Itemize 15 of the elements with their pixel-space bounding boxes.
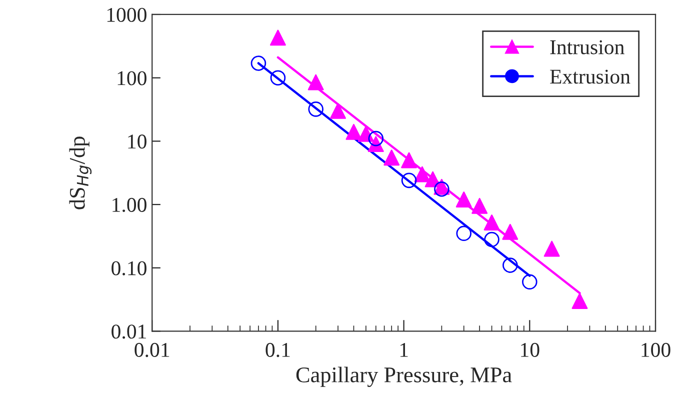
x-axis-title: Capillary Pressure, MPa [296,366,512,387]
y-tick-label: 0.01 [112,324,146,339]
x-tick-label: 10 [521,342,540,357]
y-tick-label: 0.10 [112,261,146,276]
x-tick-label: 1 [400,343,408,357]
x-tick-label: 0.01 [134,342,170,358]
x-tick-label: 100 [642,342,670,357]
y-axis-title: dS$_{Hg}$/dp [69,136,92,210]
legend-label: Extrusion [550,70,630,84]
y-tick-label: 10 [128,134,146,149]
y-tick-label: 1.00 [112,198,146,212]
x-tick-label: 0.1 [266,342,290,358]
y-tick-label: 100 [118,71,146,86]
legend-label: Intrusion [550,40,624,54]
y-tick-label: 1000 [107,8,146,22]
